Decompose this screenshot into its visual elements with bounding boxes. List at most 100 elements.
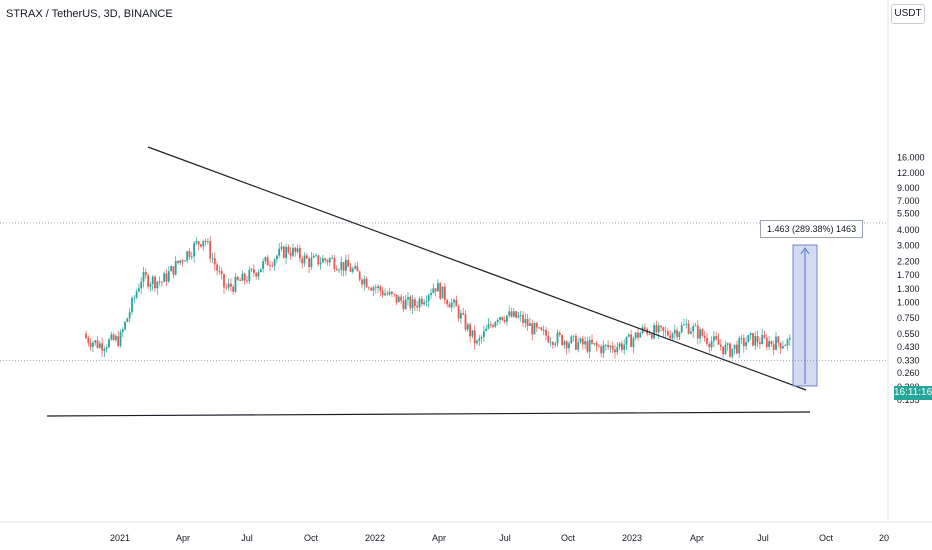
candle [243,272,246,285]
candle [289,247,292,260]
candle [768,335,770,351]
candle [558,330,561,337]
descending-trendline[interactable] [147,146,807,391]
candle [483,326,485,342]
candle [131,295,133,315]
x-tick-label: Oct [819,533,834,543]
candle [285,243,287,265]
candle [448,301,451,308]
candle [400,293,402,305]
candle [535,321,538,332]
candle [305,252,308,260]
candle [92,340,94,352]
candle [588,335,591,359]
candle [584,336,586,350]
time-axis: 2021 Apr Jul Oct 2022 Apr Jul Oct 2023 Apr Jul Oct 2… [110,533,889,543]
candle [170,265,172,272]
candle [172,266,175,279]
horizontal-support-line[interactable] [46,411,811,417]
candle [722,346,724,358]
y-tick-label: 7.000 [897,196,920,206]
candle [471,330,474,339]
candle [409,294,412,311]
candle [420,296,423,307]
y-tick-label: 16.000 [897,153,925,163]
candle [333,254,336,273]
candle [775,331,777,351]
candle [418,296,421,312]
candle [163,271,166,283]
candle [278,243,281,259]
candle [255,272,258,280]
candle [317,255,320,267]
candle [540,326,543,331]
candle [731,348,734,359]
candle [361,278,363,288]
candle [715,331,718,341]
candle [713,331,715,348]
candle [777,335,780,347]
candle [457,304,460,322]
candle [747,334,750,343]
candle [349,263,352,273]
candle [439,282,442,301]
candle [105,344,108,353]
candle [692,322,695,338]
candle [738,336,741,359]
x-tick-label: 2021 [110,533,130,543]
candle [487,318,490,330]
x-tick-label: Apr [432,533,446,543]
candle [508,305,511,319]
candle [653,322,655,340]
candle [740,334,743,344]
price-range-measure[interactable] [792,244,818,387]
candle [770,340,773,347]
candle [202,240,205,251]
candle [694,322,697,327]
candle [565,339,568,355]
candle [151,275,154,291]
candle [664,326,667,338]
candle [142,266,145,288]
candle [407,292,409,306]
candle [209,235,212,263]
candle [742,334,745,353]
candle [745,336,747,350]
candle [556,329,559,347]
candle [687,319,690,335]
candle [322,255,324,263]
candle [602,340,605,359]
candle [510,307,513,318]
candle [706,333,708,347]
candle [377,284,379,293]
candle [579,337,582,344]
candle [404,294,407,310]
candle [531,319,534,341]
candle [186,250,189,264]
candle [501,316,504,322]
candle [112,332,115,341]
candle [414,296,416,312]
candle [736,340,738,355]
candle [432,283,435,294]
candle [411,295,414,314]
candle [733,344,736,355]
candle [108,337,110,349]
y-tick-label: 3.000 [897,240,920,250]
currency-button[interactable]: USDT [891,4,925,24]
candle [391,291,393,297]
candle [632,336,635,354]
candle [630,329,632,348]
candle [526,313,529,331]
candle [480,335,483,344]
candle [386,290,389,296]
candle [315,253,317,258]
candle [614,344,616,359]
candle [324,257,327,264]
candle [230,278,232,292]
candle [443,283,446,305]
y-tick-label: 1.300 [897,284,920,294]
candle [533,321,536,335]
candle [522,311,524,327]
